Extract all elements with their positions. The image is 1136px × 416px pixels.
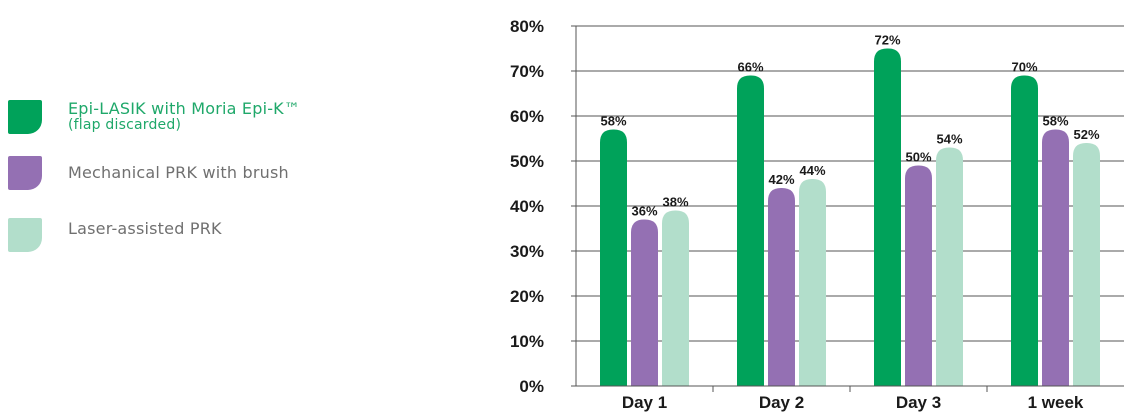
- legend-swatch-epi-lasik: [8, 100, 42, 134]
- x-tick-label: Day 3: [896, 393, 941, 412]
- data-label: 38%: [662, 195, 688, 210]
- data-label: 52%: [1073, 127, 1099, 142]
- legend-text-epi-lasik: Epi-LASIK with Moria Epi-K™ (flap discar…: [68, 100, 300, 133]
- y-tick-label: 20%: [510, 287, 544, 306]
- y-tick-label: 50%: [510, 152, 544, 171]
- data-labels: 58% 36% 38% 66% 42% 44% 72% 50% 54% 70% 58% 52%: [600, 33, 1099, 219]
- y-tick-label: 0%: [519, 377, 544, 396]
- bar: [768, 188, 795, 386]
- y-tick-label: 30%: [510, 242, 544, 261]
- bars: [600, 48, 1100, 386]
- x-tick-label: 1 week: [1028, 393, 1084, 412]
- legend-item-laser-prk: Laser-assisted PRK: [8, 218, 222, 252]
- bar: [1073, 143, 1100, 386]
- data-label: 58%: [1042, 114, 1068, 129]
- x-tick-label: Day 1: [622, 393, 667, 412]
- legend-label-laser-prk: Laser-assisted PRK: [68, 219, 222, 238]
- legend-swatch-mechanical-prk: [8, 156, 42, 190]
- data-label: 42%: [768, 172, 794, 187]
- bar: [1042, 129, 1069, 386]
- data-label: 58%: [600, 114, 626, 129]
- data-label: 66%: [737, 60, 763, 75]
- y-tick-label: 80%: [510, 17, 544, 36]
- data-label: 72%: [874, 33, 900, 48]
- bar: [631, 219, 658, 386]
- y-tick-label: 60%: [510, 107, 544, 126]
- data-label: 50%: [905, 150, 931, 165]
- grid-lines: [576, 25, 1124, 342]
- legend-label-mechanical-prk: Mechanical PRK with brush: [68, 163, 289, 182]
- bar: [799, 179, 826, 386]
- legend-item-epi-lasik: Epi-LASIK with Moria Epi-K™ (flap discar…: [8, 100, 300, 134]
- bar: [662, 210, 689, 386]
- y-tick-label: 40%: [510, 197, 544, 216]
- y-tick-label: 70%: [510, 62, 544, 81]
- bar: [874, 48, 901, 386]
- bar: [737, 75, 764, 386]
- bar: [905, 165, 932, 386]
- legend: Epi-LASIK with Moria Epi-K™ (flap discar…: [8, 90, 408, 270]
- data-label: 70%: [1011, 60, 1037, 75]
- legend-swatch-laser-prk: [8, 218, 42, 252]
- bar: [936, 147, 963, 386]
- data-label: 44%: [799, 163, 825, 178]
- legend-item-mechanical-prk: Mechanical PRK with brush: [8, 156, 289, 190]
- x-tick-label: Day 2: [759, 393, 804, 412]
- bar: [600, 129, 627, 386]
- legend-label-epi-lasik: Epi-LASIK with Moria Epi-K™: [68, 99, 301, 118]
- axes: 0% 10% 20% 30% 40% 50% 60% 70% 80% Day 1 Day 2 Day …: [510, 17, 1124, 412]
- data-label: 36%: [631, 204, 657, 219]
- bar: [1011, 75, 1038, 386]
- legend-sublabel-epi-lasik: (flap discarded): [68, 117, 182, 133]
- data-label: 54%: [936, 132, 962, 147]
- y-tick-label: 10%: [510, 332, 544, 351]
